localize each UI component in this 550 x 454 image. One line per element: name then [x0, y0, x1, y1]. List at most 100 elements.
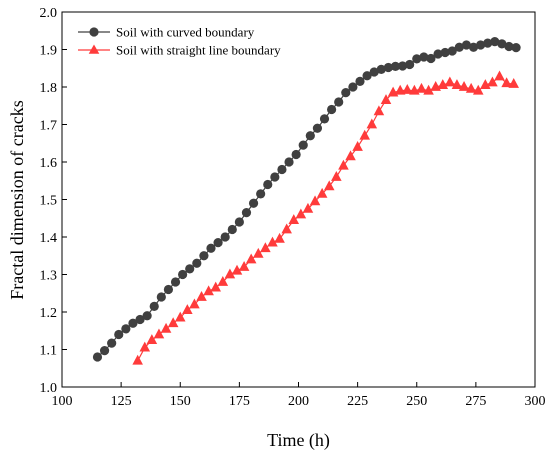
data-point: [359, 129, 370, 140]
x-tick-label: 100: [52, 394, 73, 409]
data-point: [397, 61, 408, 71]
data-point: [99, 346, 110, 356]
data-point: [253, 247, 264, 258]
data-point: [494, 70, 505, 81]
legend-label-curved: Soil with curved boundary: [116, 25, 255, 40]
data-point: [394, 84, 406, 95]
data-point: [433, 49, 443, 59]
data-point: [163, 284, 174, 295]
data-point: [128, 318, 138, 328]
data-point: [210, 281, 222, 292]
data-point: [220, 232, 230, 242]
data-point: [196, 291, 207, 301]
data-point: [508, 78, 519, 88]
legend: Soil with curved boundary Soil with stra…: [78, 25, 281, 58]
data-point: [487, 76, 498, 87]
data-point: [461, 40, 472, 50]
legend-marker-curved: [89, 27, 99, 37]
data-point: [419, 52, 429, 62]
data-point: [107, 338, 117, 348]
data-point: [132, 354, 143, 365]
data-point: [497, 39, 507, 49]
y-tick-label: 1.1: [40, 344, 58, 359]
legend-marker-straight: [88, 44, 100, 54]
series-layer: [92, 37, 521, 365]
data-point: [260, 242, 271, 253]
data-point: [323, 180, 335, 191]
data-point: [302, 202, 314, 213]
y-tick-label: 1.6: [40, 156, 58, 171]
data-point: [468, 42, 479, 52]
data-point: [178, 269, 188, 280]
data-point: [316, 187, 328, 198]
data-point: [472, 84, 484, 95]
axis-ticks: 100 125 150 175 200 225 250 275 300 1.0 1.1 1.2 1.3 1…: [40, 6, 546, 409]
y-tick-label: 1.9: [40, 44, 58, 59]
data-point: [334, 97, 344, 107]
data-point: [383, 62, 393, 73]
data-point: [465, 82, 477, 93]
data-point: [281, 223, 292, 234]
x-axis-title: Time (h): [267, 430, 330, 451]
data-point: [206, 243, 216, 253]
data-point: [345, 150, 356, 161]
data-point: [451, 79, 463, 90]
data-point: [114, 329, 124, 340]
x-tick-label: 175: [229, 394, 250, 409]
data-point: [121, 324, 131, 334]
data-point: [241, 208, 252, 218]
data-point: [182, 304, 193, 315]
data-point: [248, 198, 259, 208]
data-point: [352, 141, 363, 151]
data-point: [490, 37, 500, 47]
data-point: [199, 251, 209, 261]
y-tick-label: 1.8: [40, 81, 58, 96]
x-tick-label: 150: [170, 394, 191, 409]
data-point: [440, 47, 450, 58]
data-point: [501, 77, 512, 88]
x-tick-label: 250: [406, 394, 427, 409]
data-point: [167, 317, 179, 328]
data-point: [238, 261, 250, 271]
data-point: [153, 328, 165, 339]
data-point: [170, 277, 181, 287]
y-tick-label: 1.7: [40, 119, 58, 134]
data-point: [376, 64, 386, 74]
data-point: [312, 123, 323, 133]
y-tick-label: 1.2: [40, 306, 58, 321]
data-point: [341, 88, 351, 98]
y-axis-title: Fractal dimension of cracks: [7, 100, 27, 299]
data-point: [504, 41, 514, 52]
data-point: [291, 149, 301, 160]
data-point: [213, 238, 223, 248]
data-point: [135, 314, 145, 325]
data-point: [380, 94, 392, 105]
data-point: [256, 189, 266, 199]
series-1: [92, 37, 521, 362]
data-point: [348, 82, 358, 92]
x-tick-label: 300: [525, 394, 546, 409]
legend-label-straight: Soil with straight line boundary: [116, 43, 281, 58]
data-point: [284, 157, 294, 167]
data-point: [149, 301, 159, 311]
x-tick-label: 200: [288, 394, 309, 409]
data-point: [224, 268, 236, 279]
data-point: [355, 76, 365, 86]
data-point: [298, 140, 308, 150]
data-point: [288, 214, 300, 225]
y-tick-label: 1.3: [40, 269, 58, 284]
data-point: [227, 224, 237, 235]
data-point: [305, 131, 315, 141]
data-point: [217, 276, 229, 286]
data-point: [185, 264, 195, 274]
data-point: [483, 38, 493, 48]
data-point: [156, 292, 166, 302]
data-point: [511, 43, 521, 53]
data-point: [295, 208, 307, 219]
data-point: [476, 40, 486, 50]
data-point: [412, 54, 422, 64]
data-point: [309, 195, 321, 206]
data-point: [369, 67, 379, 77]
data-point: [160, 322, 172, 333]
